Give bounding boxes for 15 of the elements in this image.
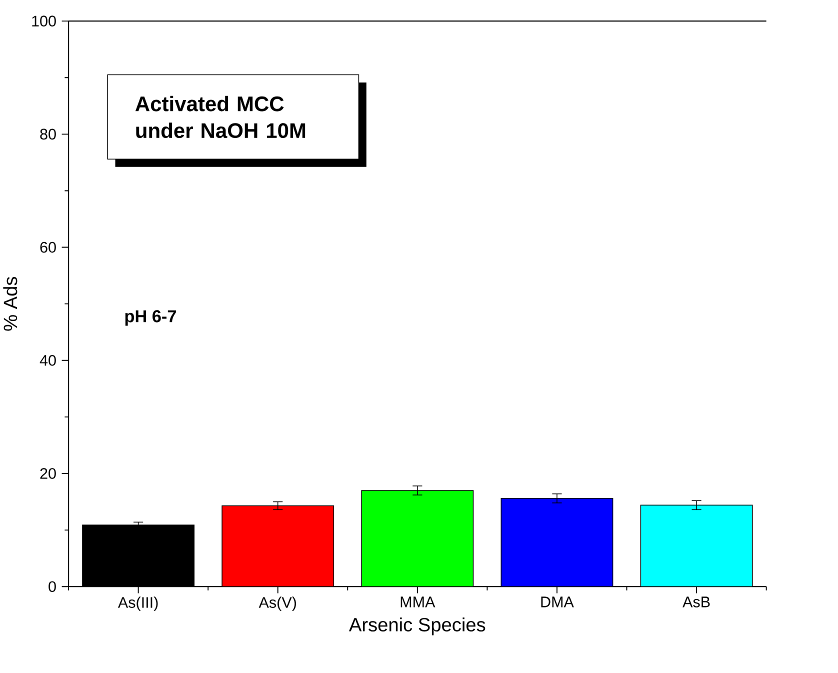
annotation: pH 6-7 — [125, 310, 176, 326]
x-tick-label: MMA — [400, 596, 436, 608]
x-axis-title: Arsenic Species — [348, 618, 486, 636]
annotation: Activated MCC under NaOH 10M — [135, 96, 306, 138]
x-tick-label: As(III) — [118, 596, 158, 611]
y-tick-label: 40 — [40, 355, 56, 366]
y-axis-title: % Ads — [3, 277, 18, 331]
y-tick-label: 60 — [40, 242, 56, 253]
y-tick-label: 80 — [40, 128, 56, 140]
y-tick-label: 20 — [40, 468, 56, 479]
x-tick-label: DMA — [541, 596, 574, 608]
x-tick-label: AsB — [682, 596, 710, 608]
y-tick-label: 0 — [48, 581, 56, 592]
x-tick-label: As(V) — [258, 596, 296, 611]
y-tick-label: 100 — [32, 16, 56, 27]
